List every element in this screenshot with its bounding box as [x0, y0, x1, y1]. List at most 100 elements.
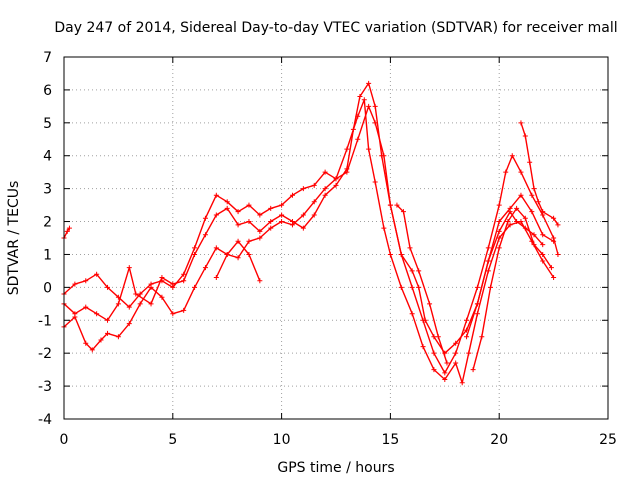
data-point — [366, 80, 372, 86]
data-point — [202, 215, 208, 221]
data-point — [202, 265, 208, 271]
data-point — [224, 205, 230, 211]
data-point — [268, 219, 274, 225]
data-point — [357, 93, 363, 99]
data-point — [466, 350, 472, 356]
series-line — [472, 207, 552, 370]
data-point — [529, 192, 535, 198]
data-point — [409, 268, 415, 274]
data-point — [94, 271, 100, 277]
x-tick-label: 10 — [273, 432, 291, 448]
data-point — [540, 232, 546, 238]
data-point — [453, 360, 459, 366]
data-point — [126, 321, 132, 327]
x-tick-label: 5 — [168, 432, 177, 448]
data-point — [279, 212, 285, 218]
data-point — [551, 215, 557, 221]
series-line — [63, 82, 554, 354]
data-point — [535, 199, 541, 205]
y-tick-label: 5 — [43, 116, 52, 132]
data-point — [64, 228, 70, 234]
data-point — [522, 215, 528, 221]
data-point — [398, 251, 404, 257]
data-point — [311, 199, 317, 205]
data-point — [518, 120, 524, 126]
data-point — [551, 238, 557, 244]
data-point — [181, 307, 187, 313]
data-point — [202, 232, 208, 238]
data-point — [555, 251, 561, 257]
series-line — [63, 105, 559, 374]
data-point — [503, 169, 509, 175]
data-point — [540, 258, 546, 264]
data-point — [531, 232, 537, 238]
y-tick-label: -3 — [38, 379, 52, 395]
data-point — [407, 245, 413, 251]
y-tick-label: 0 — [43, 280, 52, 296]
data-point — [479, 334, 485, 340]
data-point — [170, 281, 176, 287]
series-track-5 — [213, 238, 263, 284]
data-point — [518, 169, 524, 175]
series-track-7 — [464, 209, 546, 340]
data-point — [431, 334, 437, 340]
data-point — [372, 179, 378, 185]
data-point — [416, 284, 422, 290]
data-point — [540, 242, 546, 248]
x-axis-label: GPS time / hours — [277, 460, 394, 476]
data-point — [257, 228, 263, 234]
data-point — [322, 192, 328, 198]
data-point — [398, 284, 404, 290]
data-point — [235, 255, 241, 261]
data-point — [126, 304, 132, 310]
data-point — [311, 212, 317, 218]
data-point — [420, 344, 426, 350]
data-point — [431, 367, 437, 373]
data-point — [115, 301, 121, 307]
data-point — [159, 274, 165, 280]
data-point — [66, 225, 72, 231]
data-point — [387, 251, 393, 257]
data-point — [355, 136, 361, 142]
data-point — [133, 291, 139, 297]
data-point — [257, 212, 263, 218]
data-point — [89, 347, 95, 353]
data-point — [409, 311, 415, 317]
data-point — [170, 311, 176, 317]
data-point — [444, 360, 450, 366]
data-point — [224, 251, 230, 257]
data-point — [485, 245, 491, 251]
data-point — [300, 212, 306, 218]
data-point — [387, 202, 393, 208]
series-track-2 — [61, 103, 561, 376]
data-point — [509, 153, 515, 159]
data-point — [427, 301, 433, 307]
data-point — [474, 301, 480, 307]
data-point — [98, 337, 104, 343]
data-point — [159, 294, 165, 300]
data-point — [459, 380, 465, 386]
data-point — [518, 219, 524, 225]
data-point — [394, 202, 400, 208]
data-point — [213, 212, 219, 218]
data-point — [126, 265, 132, 271]
data-point — [213, 274, 219, 280]
series-line — [63, 99, 555, 384]
data-point — [137, 291, 143, 297]
data-point — [507, 209, 513, 215]
data-point — [148, 284, 154, 290]
data-point — [246, 202, 252, 208]
data-point — [400, 209, 406, 215]
data-point — [105, 330, 111, 336]
data-point — [279, 219, 285, 225]
data-point — [529, 209, 535, 215]
data-point — [409, 284, 415, 290]
series-track-4 — [61, 97, 557, 386]
data-point — [485, 268, 491, 274]
data-point — [496, 228, 502, 234]
y-axis-label: SDTVAR / TECUs — [6, 181, 22, 296]
data-point — [366, 103, 372, 109]
data-point — [268, 205, 274, 211]
data-point — [333, 182, 339, 188]
series-line — [63, 227, 70, 239]
